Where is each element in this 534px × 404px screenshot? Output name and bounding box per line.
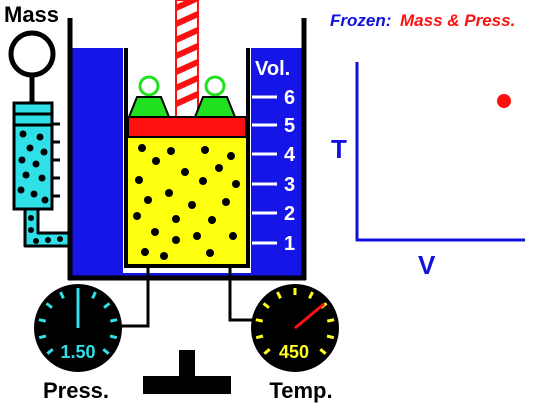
gauge-tick: [319, 348, 327, 355]
graph-y-label: T: [331, 134, 347, 164]
frozen-label: Frozen:: [330, 11, 391, 30]
gauge-tick: [102, 348, 110, 355]
frozen-items: Mass & Press.: [400, 11, 515, 30]
gauge-tick: [326, 318, 335, 323]
gauge-tick: [262, 302, 270, 309]
mass-reservoir[interactable]: [12, 101, 60, 211]
gauge-tick: [276, 291, 282, 299]
graph-state-point: [497, 94, 511, 108]
gauge-tick: [109, 334, 118, 340]
pressure-label: Press.: [43, 378, 109, 403]
gauge-tick: [59, 291, 65, 299]
volume-tick-label: 1: [284, 233, 295, 255]
piston-head[interactable]: [127, 116, 247, 138]
temperature-gauge: 450: [251, 284, 339, 372]
volume-tick-label: 3: [284, 174, 295, 196]
temperature-value: 450: [279, 342, 309, 362]
gauge-tick: [91, 291, 97, 299]
gas-molecules: [133, 144, 240, 260]
piston-rod-stripes: [174, 0, 200, 107]
volume-tick-label: 4: [284, 144, 296, 166]
gauge-tick: [38, 334, 47, 340]
gauge-tick: [109, 318, 118, 323]
volume-scale-label: Vol.: [255, 58, 290, 80]
volume-tick-label: 2: [284, 203, 295, 225]
gauge-tick: [38, 318, 47, 323]
mass-ring-icon[interactable]: [8, 30, 56, 78]
gauge-tick: [308, 291, 314, 299]
pressure-value: 1.50: [60, 342, 95, 362]
volume-scale: 1 2 3 4 5 6: [252, 87, 296, 255]
heater-control[interactable]: [143, 376, 231, 394]
volume-tick-label: 6: [284, 87, 295, 109]
temperature-wire: [228, 268, 258, 322]
gauge-tick: [263, 348, 271, 355]
tv-graph: T V: [331, 62, 525, 280]
gauge-tick: [45, 302, 53, 309]
reservoir-molecules: [17, 130, 49, 204]
gauge-tick: [255, 318, 264, 323]
temperature-label: Temp.: [269, 378, 332, 403]
volume-tick-label: 5: [284, 115, 295, 137]
gauge-tick: [255, 334, 264, 340]
gauge-tick: [326, 334, 335, 340]
pressure-gauge: 1.50: [34, 284, 122, 372]
pressure-wire: [118, 268, 150, 328]
graph-x-label: V: [418, 250, 436, 280]
gauge-tick: [46, 348, 54, 355]
gauge-tick: [103, 302, 111, 309]
temperature-needle: [294, 302, 325, 330]
heater-stem: [179, 350, 195, 378]
mass-label: Mass: [4, 2, 59, 27]
